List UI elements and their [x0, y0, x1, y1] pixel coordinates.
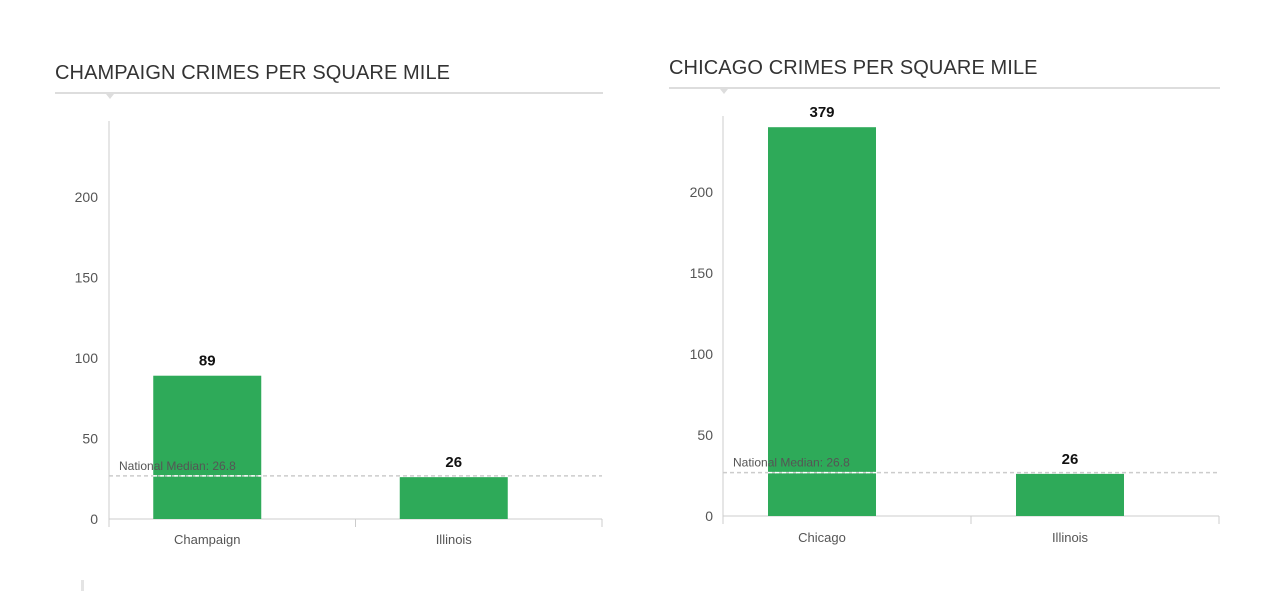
y-tick-label: 150: [75, 270, 99, 286]
y-tick-label: 200: [75, 189, 99, 205]
x-tick-label: Illinois: [1052, 530, 1089, 545]
y-tick-label: 150: [690, 265, 714, 281]
y-tick-label: 50: [82, 431, 98, 447]
median-line-label: National Median: 26.8: [119, 459, 236, 473]
x-tick-label: Champaign: [174, 532, 241, 547]
y-tick-label: 100: [75, 350, 99, 366]
bar: [399, 477, 508, 519]
y-tick-label: 200: [690, 184, 714, 200]
bar: [153, 375, 262, 519]
title-pointer-icon: [106, 94, 114, 99]
chart-title: CHAMPAIGN CRIMES PER SQUARE MILE: [55, 62, 451, 84]
x-tick-label: Chicago: [798, 530, 846, 545]
median-line-label: National Median: 26.8: [733, 456, 850, 470]
bar-value-label: 26: [1062, 451, 1079, 468]
y-tick-label: 50: [697, 427, 713, 443]
chart-title: CHICAGO CRIMES PER SQUARE MILE: [669, 57, 1038, 79]
chart-panel-champaign: CHAMPAIGN CRIMES PER SQUARE MILE: [55, 62, 603, 552]
bar-value-label: 26: [445, 454, 462, 471]
bar-value-label: 379: [809, 104, 834, 121]
bar: [1016, 473, 1124, 516]
scrollbar-fragment: [81, 580, 84, 591]
y-tick-label: 0: [705, 508, 713, 524]
x-tick-label: Illinois: [436, 532, 473, 547]
bar-value-label: 89: [199, 353, 216, 370]
chart-panel-chicago: CHICAGO CRIMES PER SQUARE MILE: [669, 57, 1220, 547]
title-divider: [669, 87, 1220, 89]
title-divider: [55, 92, 603, 94]
y-tick-label: 100: [690, 346, 714, 362]
bar: [768, 127, 876, 516]
title-pointer-icon: [720, 89, 728, 94]
y-tick-label: 0: [90, 511, 98, 527]
